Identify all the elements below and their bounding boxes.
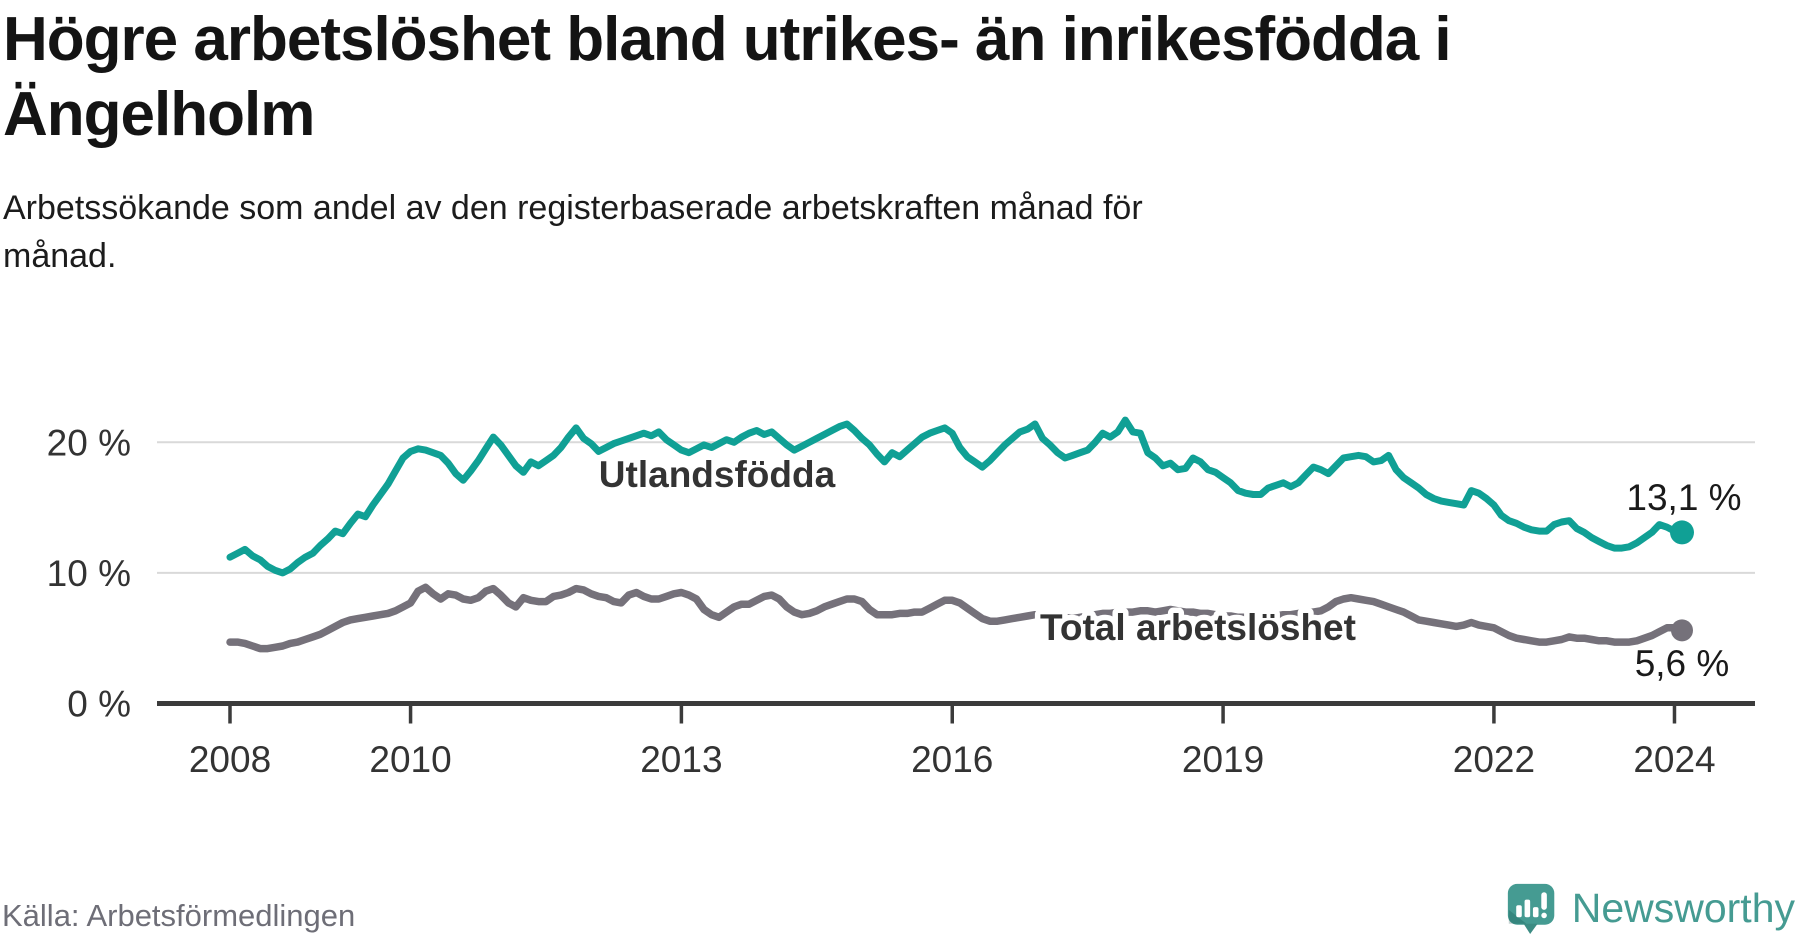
chart-subtitle: Arbetssökande som andel av den registerb… [3,184,1703,280]
newsworthy-logo-icon [1507,883,1555,934]
y-tick-label-0: 0 % [67,684,131,725]
x-tick-label-2022: 2022 [1453,739,1535,780]
newsworthy-branding: Newsworthy [1506,882,1795,934]
bubble-shading [1508,909,1527,924]
title-line-2: Ängelholm [3,80,315,149]
series-line-total [226,583,1686,653]
y-tick-label-10: 10 % [47,553,131,594]
bar-chart-glyph [1515,899,1539,918]
brand-name: Newsworthy [1571,884,1795,931]
x-tick-label-2008: 2008 [189,739,271,780]
x-tick-label-2019: 2019 [1182,739,1264,780]
series-end-dot-1 [1671,619,1693,642]
series-end-value-label-0: 13,1 % [1626,477,1741,518]
title-line-1: Högre arbetslöshet bland utrikes- än inr… [3,5,1452,74]
exclamation-glyph [1541,892,1547,919]
x-tick-label-2010: 2010 [369,739,451,780]
series-end-value-label-1: 5,6 % [1635,643,1730,684]
source-note: Källa: Arbetsförmedlingen [2,898,356,933]
y-tick-label-20: 20 % [47,422,131,463]
subtitle-line-2: månad. [3,237,117,275]
bubble-tail [1523,923,1538,934]
page-title: Högre arbetslöshet bland utrikes- än inr… [3,2,1783,152]
series-end-dot-0 [1670,520,1694,545]
series-line-utlandsfodda [226,416,1686,577]
subtitle-line-1: Arbetssökande som andel av den registerb… [3,189,1143,227]
x-tick-label-2024: 2024 [1633,739,1715,780]
series-inline-label-1: Total arbetslöshet [1040,607,1356,648]
series-inline-label-0: Utlandsfödda [599,454,836,495]
x-tick-label-2016: 2016 [911,739,993,780]
x-tick-label-2013: 2013 [640,739,722,780]
